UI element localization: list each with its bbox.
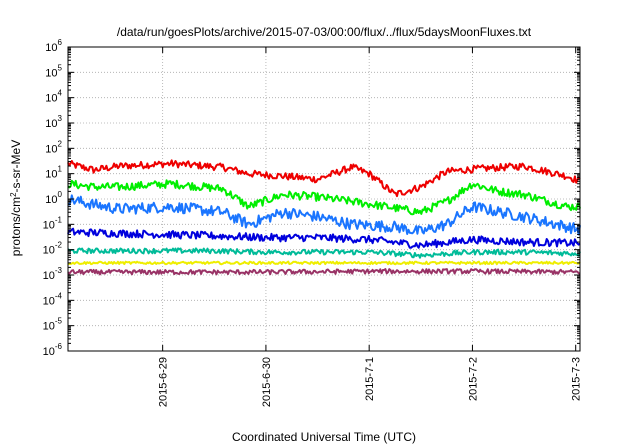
y-tick-label-base: 10 [45,118,57,130]
y-tick-label-exponent: -2 [55,241,63,250]
y-tick-label-base: 10 [43,270,55,282]
y-tick-label: 103 [45,114,62,130]
y-tick-label-exponent: -5 [55,317,63,326]
x-axis-tick-labels: 2015-6-29 2015-6-30 2015-7-1 2015-7-2 2015-7… [158,357,583,407]
y-tick-label-exponent: -6 [55,342,63,351]
y-tick-label-exponent: 5 [58,63,63,72]
series-line-4 [67,227,581,249]
y-tick-label-exponent: 6 [58,38,63,47]
y-tick-label-exponent: 3 [58,114,63,123]
y-tick-label-exponent: 2 [58,139,63,148]
y-axis-tick-labels: 10-610-510-410-310-210-11001011021031041… [43,38,63,358]
y-tick-label-exponent: -1 [55,215,63,224]
y-tick-label-base: 10 [45,42,57,54]
y-tick-label: 10-6 [43,342,63,358]
y-tick-label: 105 [45,63,62,79]
y-tick-label: 101 [45,165,62,181]
x-tick-label: 2015-7-1 [364,357,376,401]
y-tick-label: 10-4 [43,291,63,307]
x-tick-label: 2015-7-3 [571,357,583,401]
series-line-6 [67,260,581,266]
y-axis-label-rest: -s-sr-MeV [9,140,23,193]
y-tick-label-base: 10 [45,67,57,79]
y-tick-label-base: 10 [45,169,57,181]
series-line-5 [67,247,581,259]
y-tick-label-exponent: 0 [58,190,63,199]
grid-lines [68,47,580,351]
y-tick-label: 102 [45,139,62,155]
series-line-2 [67,179,581,216]
series-line-3 [67,194,581,236]
y-axis-label: protons/cm2-s-sr-MeV [9,140,23,256]
series-line-7 [67,268,581,276]
y-axis-label-base: protons/cm [9,197,23,256]
y-tick-label: 10-5 [43,317,63,333]
y-tick-label-exponent: 1 [58,165,63,174]
y-tick-label: 100 [45,190,62,206]
x-tick-label: 2015-6-29 [158,357,170,407]
y-tick-label-base: 10 [43,321,55,333]
y-tick-label-exponent: -4 [55,291,63,300]
y-axis-label-superscript: 2 [9,192,18,197]
axis-ticks [68,46,580,352]
y-tick-label: 10-2 [43,241,63,257]
series-layer [67,159,581,276]
y-tick-label-exponent: -3 [55,266,63,275]
y-tick-label-base: 10 [43,295,55,307]
y-tick-label-base: 10 [45,194,57,206]
y-tick-label: 10-1 [43,215,63,231]
x-tick-label: 2015-6-30 [261,357,273,407]
y-tick-label-base: 10 [45,143,57,155]
y-tick-label: 10-3 [43,266,63,282]
y-tick-label-base: 10 [43,346,55,358]
y-tick-label-base: 10 [43,219,55,231]
y-tick-label-exponent: 4 [58,89,63,98]
chart-title: /data/run/goesPlots/archive/2015-07-03/0… [117,25,532,39]
x-tick-label: 2015-7-2 [467,357,479,401]
y-tick-label: 104 [45,89,62,105]
series-line-1 [67,159,581,198]
y-tick-label: 106 [45,38,62,54]
x-axis-label: Coordinated Universal Time (UTC) [232,430,416,444]
y-tick-label-base: 10 [43,245,55,257]
y-tick-label-base: 10 [45,93,57,105]
